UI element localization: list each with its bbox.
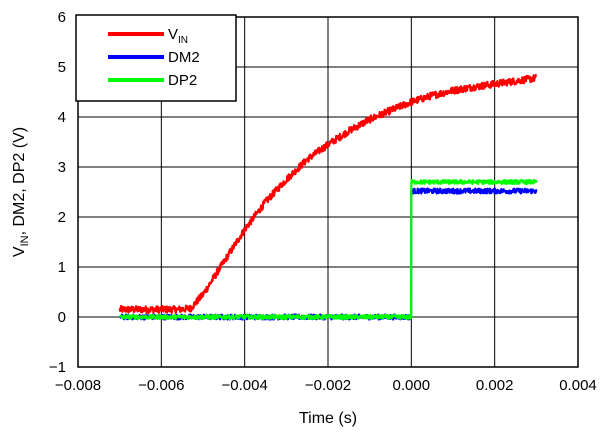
x-tick-label: 0.000 xyxy=(393,377,431,394)
legend-label-vin: VIN xyxy=(168,26,188,46)
series-layer xyxy=(118,73,538,321)
x-tick-label: −0.002 xyxy=(305,377,351,394)
legend-label-vin-main: V xyxy=(168,26,178,43)
x-axis-title: Time (s) xyxy=(299,410,357,427)
tick-labels: −0.008 −0.006 −0.004 −0.002 0.000 0.002 0.004 −… xyxy=(49,9,597,394)
y-tick-label: 6 xyxy=(58,9,66,26)
y-tick-label: 1 xyxy=(58,259,66,276)
legend-label-dp2: DP2 xyxy=(168,72,197,89)
series-dp2-line xyxy=(119,178,538,321)
plot-frame xyxy=(77,16,579,368)
legend-label-dm2: DM2 xyxy=(168,49,200,66)
legend-label-dm2-main: DM2 xyxy=(168,49,200,66)
y-axis-title-part: , DM2, DP2 (V) xyxy=(11,127,28,235)
legend-label-dp2-main: DP2 xyxy=(168,72,197,89)
y-tick-label: 2 xyxy=(58,209,66,226)
legend-label-vin-subscript: IN xyxy=(178,35,188,46)
y-tick-label: −1 xyxy=(49,359,66,376)
y-tick-label: 5 xyxy=(58,59,66,76)
x-tick-label: 0.004 xyxy=(559,377,597,394)
y-tick-label: 0 xyxy=(58,309,66,326)
x-tick-label: −0.008 xyxy=(55,377,101,394)
y-tick-label: 4 xyxy=(58,109,66,126)
y-axis-title-part: V xyxy=(11,246,28,257)
x-tick-label: −0.006 xyxy=(138,377,184,394)
x-tick-label: 0.002 xyxy=(476,377,514,394)
y-axis-title: VIN, DM2, DP2 (V) xyxy=(11,127,31,257)
legend: VIN DM2 DP2 xyxy=(75,14,237,102)
y-axis-title-subscript: IN xyxy=(19,235,31,246)
series-vin-line xyxy=(118,73,537,315)
y-tick-label: 3 xyxy=(58,159,66,176)
x-tick-label: −0.004 xyxy=(222,377,268,394)
